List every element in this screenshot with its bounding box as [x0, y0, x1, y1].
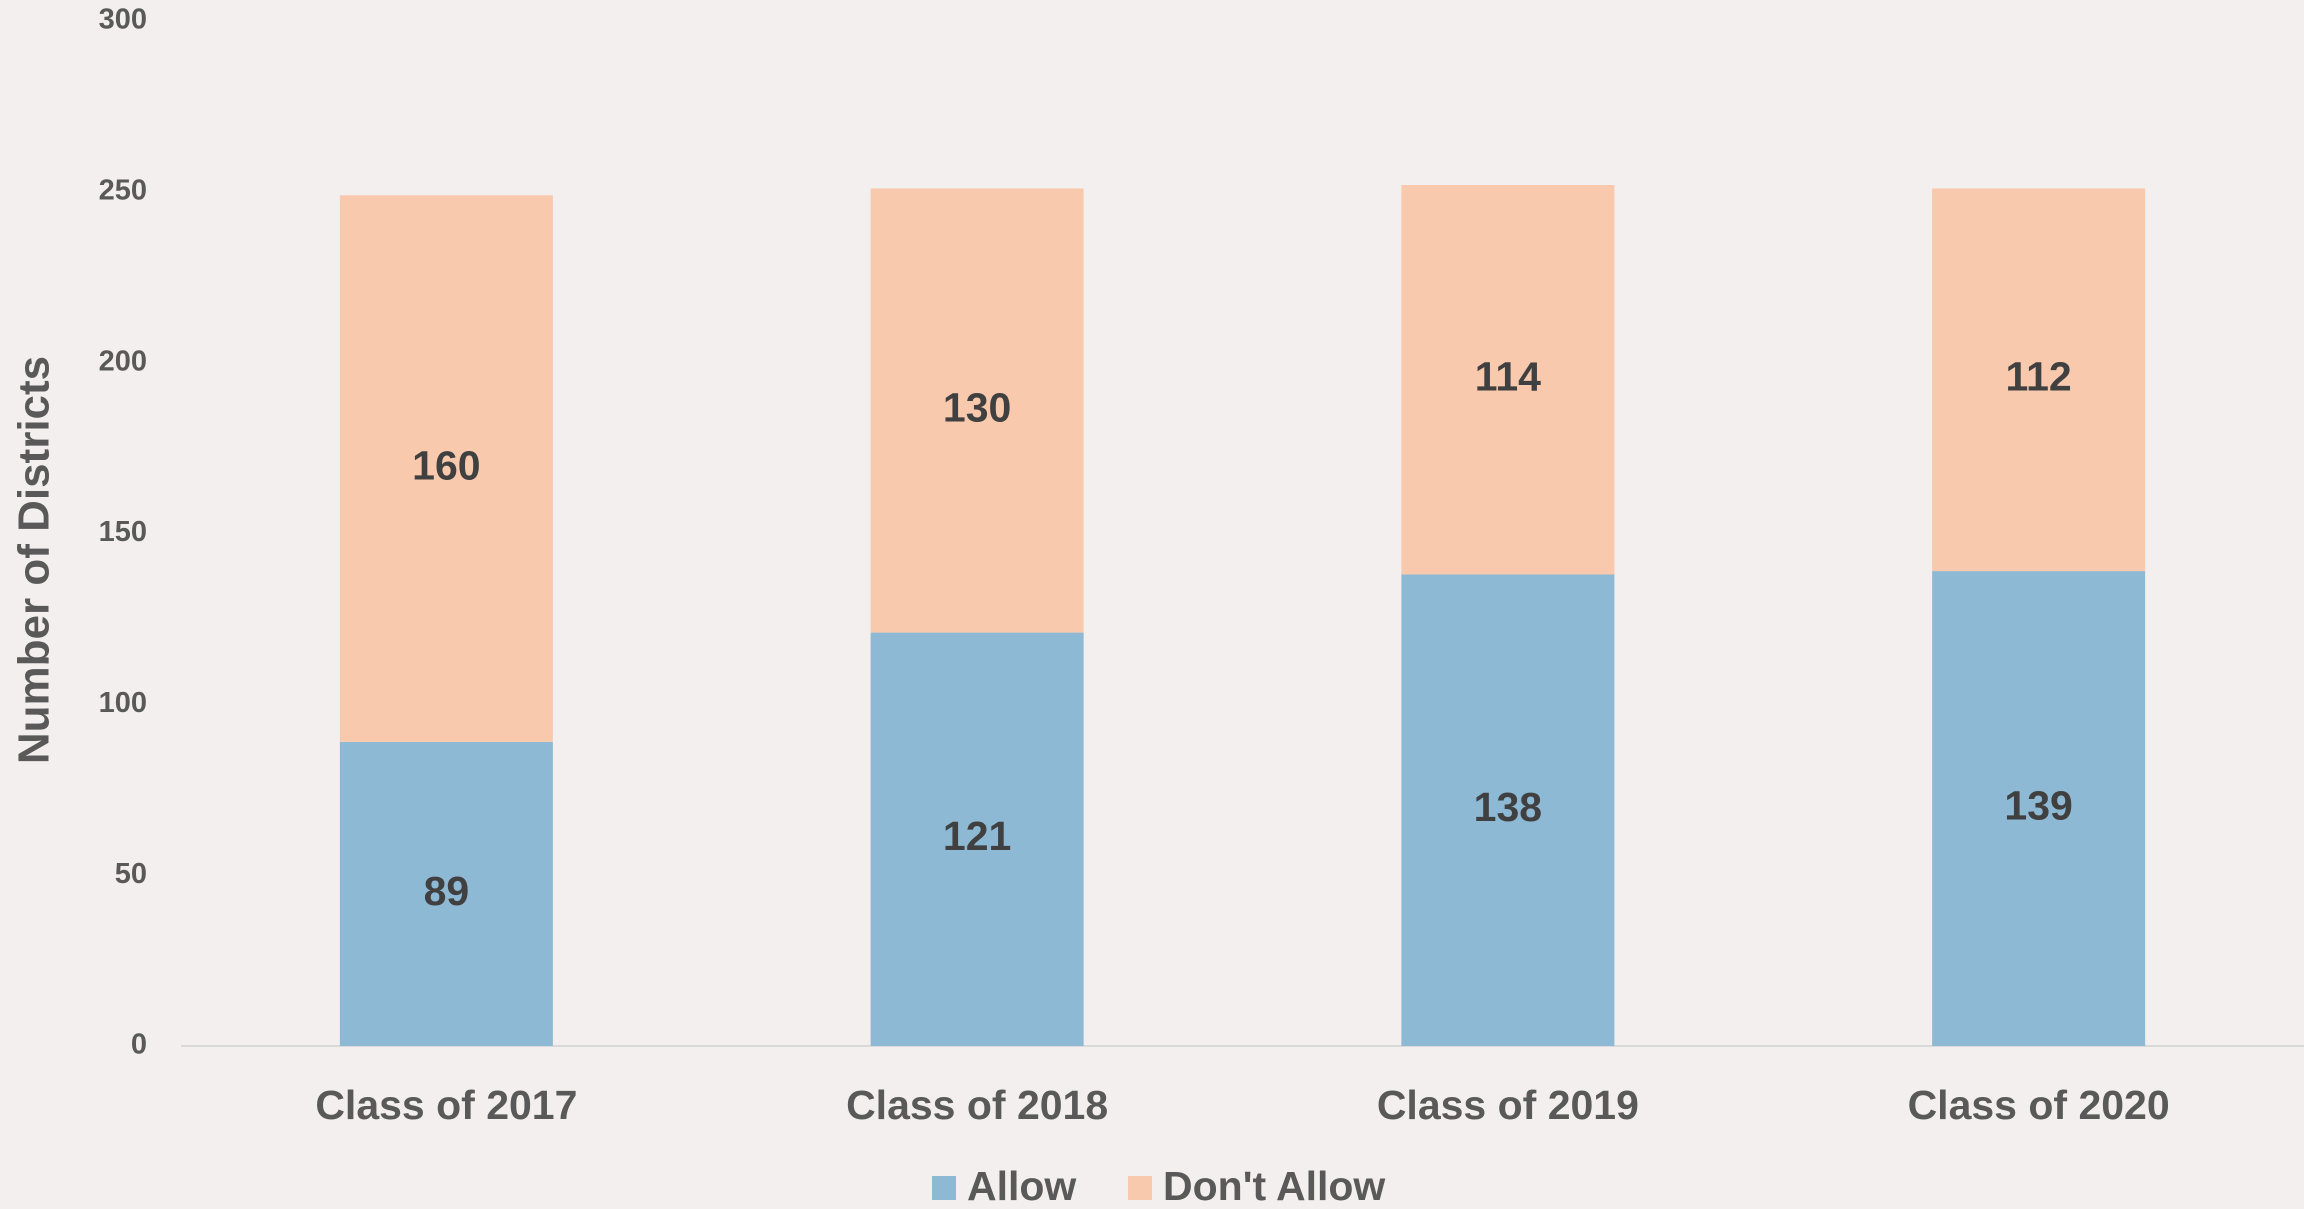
bar-segment	[1401, 185, 1615, 575]
y-tick-label: 100	[99, 687, 147, 719]
bar-segment	[339, 741, 553, 1046]
legend-swatch	[1128, 1176, 1152, 1200]
bar-segment	[1401, 574, 1615, 1046]
x-tick-label: Class of 2020	[1908, 1082, 2170, 1128]
data-label: 112	[2006, 354, 2072, 400]
y-axis-title: Number of Districts	[10, 356, 59, 764]
data-label: 121	[943, 813, 1011, 859]
y-tick-label: 300	[99, 4, 147, 36]
data-label: 130	[943, 384, 1011, 430]
x-tick-label: Class of 2017	[315, 1082, 577, 1128]
y-tick-label: 200	[99, 345, 147, 377]
y-tick-label: 250	[99, 174, 147, 206]
data-label: 89	[424, 868, 470, 914]
bar-segment	[1932, 571, 2146, 1046]
legend-swatch	[932, 1176, 956, 1200]
data-label: 160	[412, 442, 480, 488]
bar-segment	[870, 188, 1084, 633]
data-label: 138	[1474, 784, 1542, 830]
data-label: 114	[1475, 354, 1541, 400]
bar-segment	[870, 632, 1084, 1046]
y-tick-label: 0	[131, 1029, 147, 1061]
bar-segment	[339, 195, 553, 742]
y-tick-label: 150	[99, 516, 147, 548]
data-label: 139	[2004, 782, 2072, 828]
bar-segment	[1932, 188, 2146, 572]
x-tick-label: Class of 2019	[1377, 1082, 1639, 1128]
x-tick-label: Class of 2018	[846, 1082, 1108, 1128]
y-tick-label: 50	[115, 858, 147, 890]
legend-label: Allow	[967, 1163, 1076, 1209]
legend-label: Don't Allow	[1163, 1163, 1385, 1209]
